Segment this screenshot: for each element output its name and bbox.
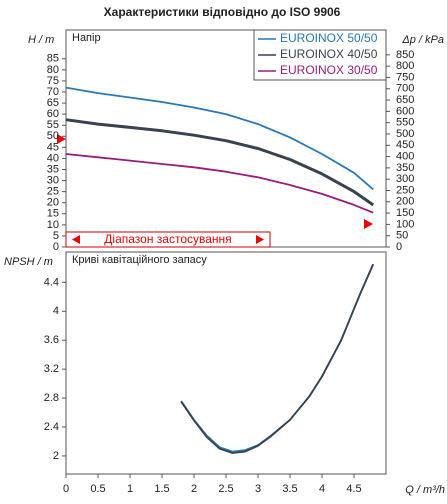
x-tick-label: 4 <box>319 483 325 495</box>
x-tick-label: 0.5 <box>90 483 105 495</box>
range-box <box>65 231 271 248</box>
x-tick-label: 1 <box>127 483 133 495</box>
series-line <box>180 263 375 453</box>
y-tick-label: 65 <box>47 97 59 109</box>
y-tick-label: 2.4 <box>44 421 59 433</box>
y-tick-label: 2.8 <box>44 392 59 404</box>
y2-tick-label: 250 <box>396 184 414 196</box>
y2-tick-label: 100 <box>396 218 414 230</box>
x-tick-label: 3 <box>255 483 261 495</box>
y-tick-label: 30 <box>47 174 59 186</box>
y-tick-label: 25 <box>47 186 59 198</box>
y2-tick-label: 650 <box>396 94 414 106</box>
y-tick-label: 35 <box>47 163 59 175</box>
y2-tick-label: 50 <box>396 230 408 242</box>
bottom-frame <box>65 251 387 475</box>
y2-tick-label: 0 <box>396 241 402 253</box>
y-tick-label: 2 <box>53 450 59 462</box>
series-line <box>65 153 374 214</box>
x-tick-label: 1.5 <box>154 483 169 495</box>
y-tick-label: 4 <box>53 305 59 317</box>
range-arrow-right <box>256 235 264 244</box>
y2-axis-label: Δp / kPa <box>401 34 444 46</box>
y-tick-label: 40 <box>47 152 59 164</box>
x-tick-label: 2 <box>191 483 197 495</box>
chart-title: Характеристики відповідно до ISO 9906 <box>104 5 341 19</box>
y2-tick-label: 150 <box>396 207 414 219</box>
range-marker-right <box>364 219 373 229</box>
y-tick-label: 55 <box>47 119 59 131</box>
range-marker-left <box>57 134 66 144</box>
series-line <box>180 263 375 454</box>
x-tick-label: 2.5 <box>218 483 233 495</box>
y-tick-label: 85 <box>47 53 59 65</box>
range-annotation: Діапазон застосування <box>104 232 231 246</box>
y-tick-label: 80 <box>47 64 59 76</box>
y2-tick-label: 600 <box>396 105 414 117</box>
x-tick-label: 4.5 <box>346 483 361 495</box>
y-tick-label: 70 <box>47 86 59 98</box>
y-tick-label: 3.6 <box>44 334 59 346</box>
y2-tick-label: 450 <box>396 139 414 151</box>
y2-tick-label: 850 <box>396 49 414 61</box>
y2-tick-label: 500 <box>396 128 414 140</box>
y-tick-label: 45 <box>47 141 59 153</box>
y-tick-label: 0 <box>53 241 59 253</box>
x-axis-label: Q / m³/h <box>405 484 445 496</box>
y-tick-label: 20 <box>47 197 59 209</box>
y2-tick-label: 350 <box>396 162 414 174</box>
y2-tick-label: 550 <box>396 117 414 129</box>
legend-label: EUROINOX 40/50 <box>280 47 378 61</box>
y2-tick-label: 200 <box>396 196 414 208</box>
range-arrow-left <box>72 235 80 244</box>
y2-tick-label: 750 <box>396 71 414 83</box>
y2-tick-label: 400 <box>396 150 414 162</box>
panel-label: Криві кавітаційного запасу <box>72 254 207 266</box>
series-line <box>65 118 375 207</box>
x-tick-label: 0 <box>63 483 69 495</box>
x-tick-label: 3.5 <box>282 483 297 495</box>
legend-label: EUROINOX 30/50 <box>280 63 378 77</box>
y-tick-label: 3.2 <box>44 363 59 375</box>
y-tick-label: 10 <box>47 219 59 231</box>
y-tick-label: 5 <box>53 230 59 242</box>
y-tick-label: 50 <box>47 130 59 142</box>
legend-label: EUROINOX 50/50 <box>280 31 378 45</box>
y-tick-label: 4.4 <box>44 276 59 288</box>
panel-label: Напір <box>72 32 101 44</box>
y-axis-label: NPSH / m <box>4 256 53 268</box>
y-tick-label: 15 <box>47 208 59 220</box>
y2-tick-label: 300 <box>396 173 414 185</box>
y2-tick-label: 800 <box>396 60 414 72</box>
y-tick-label: 75 <box>47 75 59 87</box>
y2-tick-label: 700 <box>396 83 414 95</box>
y-axis-label: H / m <box>28 34 54 46</box>
y-tick-label: 60 <box>47 108 59 120</box>
series-line <box>65 86 374 191</box>
